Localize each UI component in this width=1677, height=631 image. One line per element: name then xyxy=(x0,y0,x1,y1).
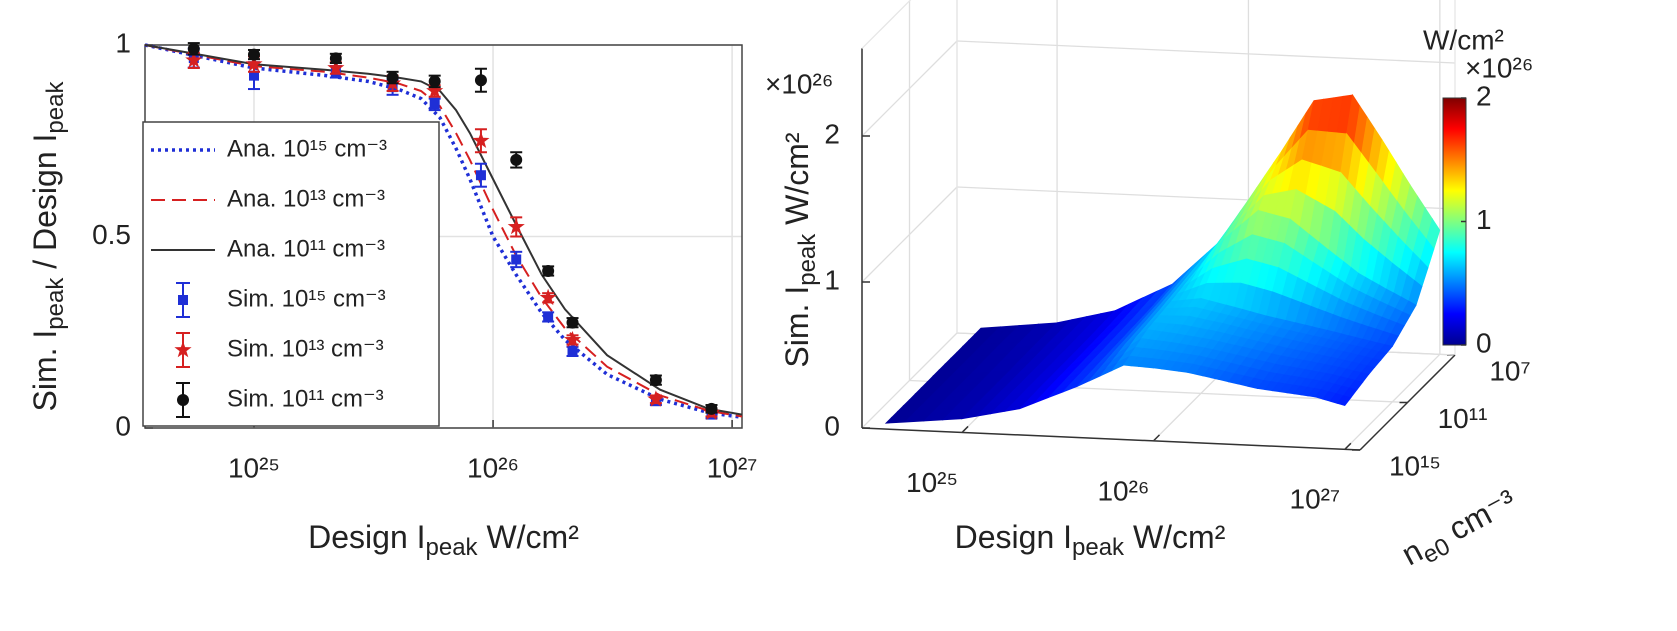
legend-label: Ana. 10¹⁵ cm⁻³ xyxy=(227,135,387,162)
marker xyxy=(567,346,578,357)
model-line xyxy=(144,44,743,418)
marker xyxy=(507,217,525,235)
x-axis-label-part: peak xyxy=(426,534,479,561)
y-axis-label-part: / Design I xyxy=(27,134,63,278)
model-line xyxy=(144,44,743,416)
marker xyxy=(539,288,557,306)
marker xyxy=(647,390,665,407)
marker xyxy=(327,59,345,76)
z-tick-label: 1 xyxy=(824,264,840,295)
legend-box xyxy=(142,121,440,427)
colorbar-tick-label: 2 xyxy=(1476,80,1492,111)
marker xyxy=(543,311,554,322)
surface-patch xyxy=(1336,395,1352,406)
z-tick-label: 0 xyxy=(824,410,840,441)
x-tick-label: 10²⁵ xyxy=(228,452,280,483)
x-tick xyxy=(1344,442,1352,450)
axis-line xyxy=(1359,354,1456,451)
z-multiplier: ×10²⁶ xyxy=(765,68,833,99)
marker xyxy=(564,330,582,348)
marker xyxy=(245,55,263,72)
x-axis-label-part: peak xyxy=(1072,534,1125,561)
marker xyxy=(247,48,260,61)
marker xyxy=(248,70,259,81)
marker xyxy=(475,170,486,181)
legend-label: Sim. 10¹³ cm⁻³ xyxy=(227,335,384,362)
marker xyxy=(386,71,399,84)
y-tick-label: 10¹⁵ xyxy=(1389,450,1441,481)
x-tick-label: 10²⁷ xyxy=(1290,484,1341,515)
z-axis-label-part: Sim. I xyxy=(779,286,815,368)
y-tick-label: 0.5 xyxy=(92,219,131,250)
legend-marker xyxy=(178,295,188,305)
legend-marker xyxy=(174,341,192,358)
z-axis-label-part: peak xyxy=(794,233,821,286)
marker xyxy=(705,402,718,415)
marker xyxy=(185,51,203,68)
marker xyxy=(329,52,342,65)
x-axis-label-part: Design I xyxy=(308,519,425,555)
marker xyxy=(187,42,200,55)
z-axis-label: Sim. Ipeak W/cm² xyxy=(779,132,820,367)
x-tick-label: 10²⁶ xyxy=(1097,475,1149,506)
box-edge xyxy=(861,0,912,49)
y-tick-label: 10¹¹ xyxy=(1438,403,1488,434)
x-tick-label: 10²⁵ xyxy=(906,467,958,498)
marker xyxy=(428,75,441,88)
wall-grid-line xyxy=(956,40,1456,64)
colorbar-tick-label: 1 xyxy=(1476,204,1492,235)
z-tick-label: 2 xyxy=(824,118,840,149)
x-tick xyxy=(961,425,969,433)
x-axis-label: Design Ipeak W/cm² xyxy=(955,519,1226,560)
x-tick-label: 10²⁶ xyxy=(467,452,519,483)
x-tick xyxy=(1152,434,1160,442)
marker xyxy=(510,153,523,166)
y-tick-label: 10⁷ xyxy=(1489,355,1530,386)
axis-line xyxy=(861,427,1361,451)
y-tick-label: 1 xyxy=(115,27,131,58)
x-tick-label: 10²⁷ xyxy=(707,452,758,483)
marker xyxy=(472,131,490,148)
x-axis-label-part: Design I xyxy=(955,519,1072,555)
marker xyxy=(542,264,555,277)
legend-label: Ana. 10¹¹ cm⁻³ xyxy=(227,235,385,262)
wall-grid-line xyxy=(861,40,958,137)
marker xyxy=(511,254,522,265)
legend-label: Sim. 10¹¹ cm⁻³ xyxy=(227,385,384,412)
marker xyxy=(474,74,487,87)
z-axis-label-part: W/cm² xyxy=(779,132,815,234)
y-tick-label: 0 xyxy=(115,410,131,441)
wall-grid-line xyxy=(861,332,958,429)
x-axis-label: Design Ipeak W/cm² xyxy=(308,519,579,560)
colorbar-multiplier: ×10²⁶ xyxy=(1465,52,1533,83)
x-axis-label-part: W/cm² xyxy=(1124,519,1226,555)
marker xyxy=(426,82,444,99)
x-axis-label-part: W/cm² xyxy=(478,519,580,555)
wall-grid-line xyxy=(861,186,958,283)
model-line xyxy=(144,43,743,420)
marker xyxy=(429,99,440,110)
legend-marker xyxy=(177,394,189,406)
marker xyxy=(566,316,579,329)
y-axis-label-part: peak xyxy=(42,277,69,330)
y-axis-label: Sim. Ipeak / Design Ipeak xyxy=(27,81,68,412)
marker xyxy=(649,374,662,387)
colorbar-tick-label: 0 xyxy=(1476,327,1492,358)
y-axis-label-part: Sim. I xyxy=(27,330,63,412)
legend-label: Ana. 10¹³ cm⁻³ xyxy=(227,185,385,212)
colorbar-title: W/cm² xyxy=(1423,24,1504,55)
y-axis-label-part: peak xyxy=(42,81,69,134)
legend-label: Sim. 10¹⁵ cm⁻³ xyxy=(227,285,386,312)
